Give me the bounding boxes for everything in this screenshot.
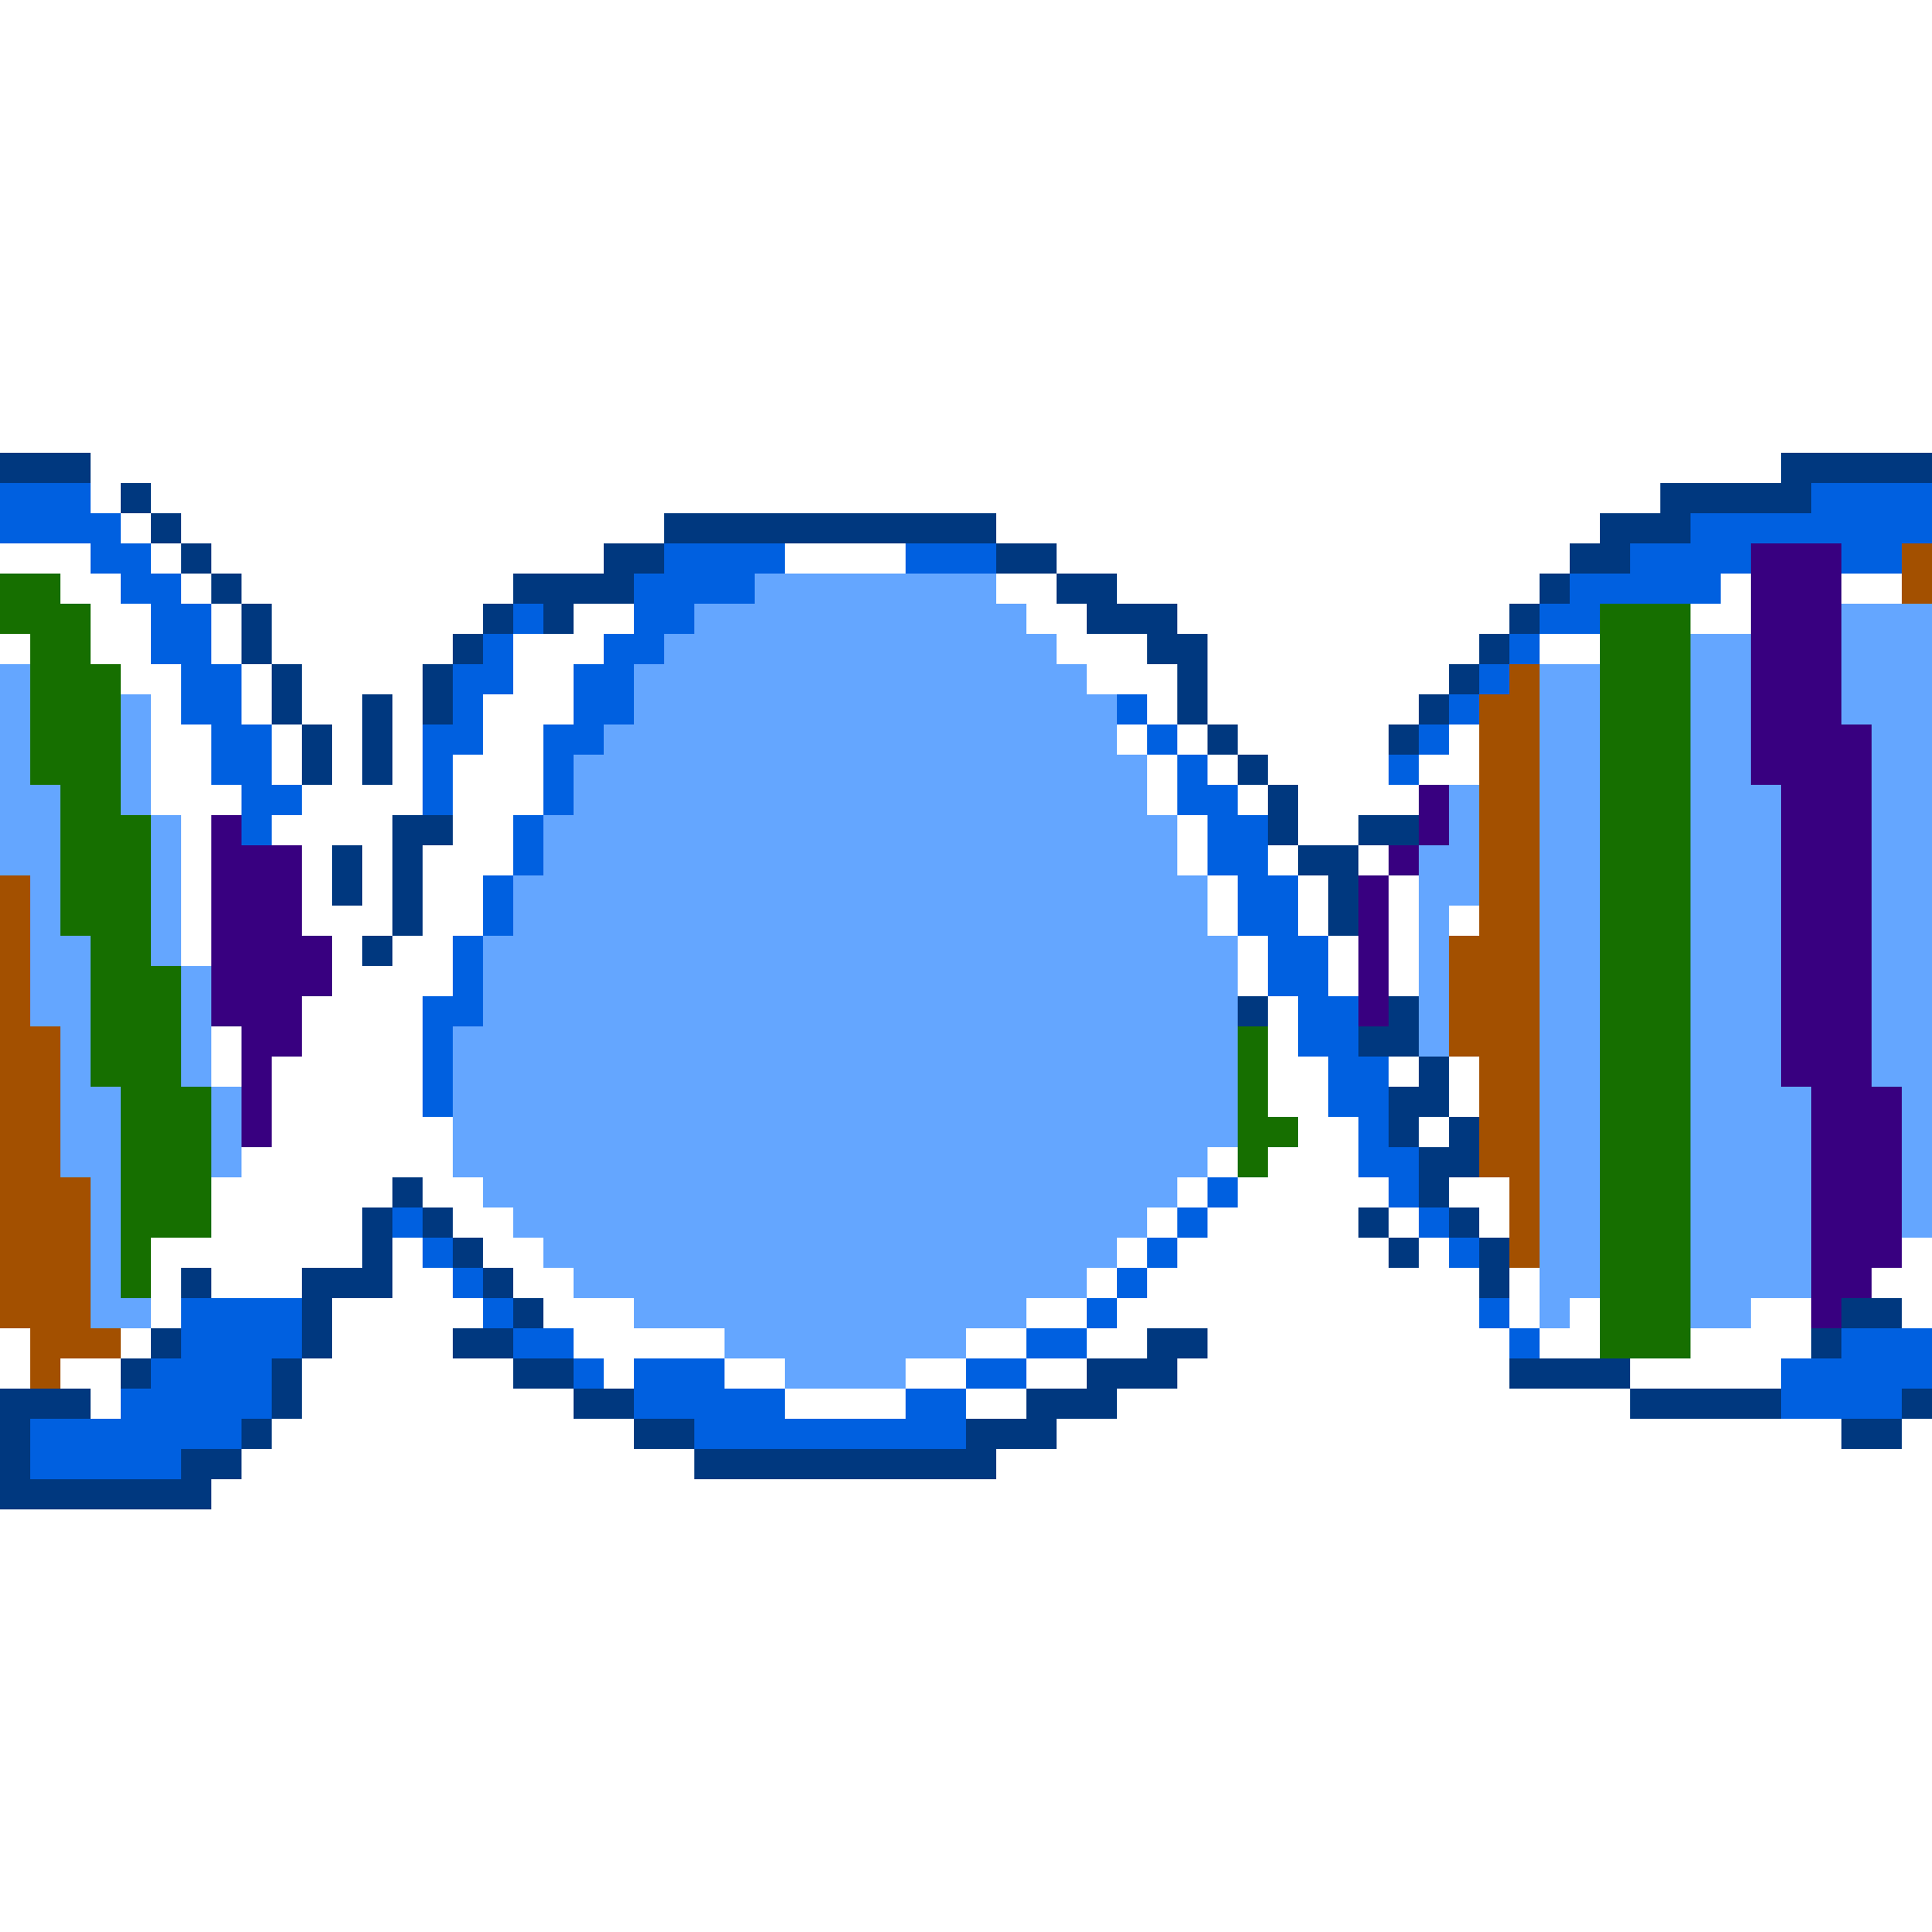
right-base-stripes bbox=[1238, 543, 1932, 1358]
left-base-stripes bbox=[0, 574, 332, 1389]
strand-outlines bbox=[0, 453, 1932, 1509]
